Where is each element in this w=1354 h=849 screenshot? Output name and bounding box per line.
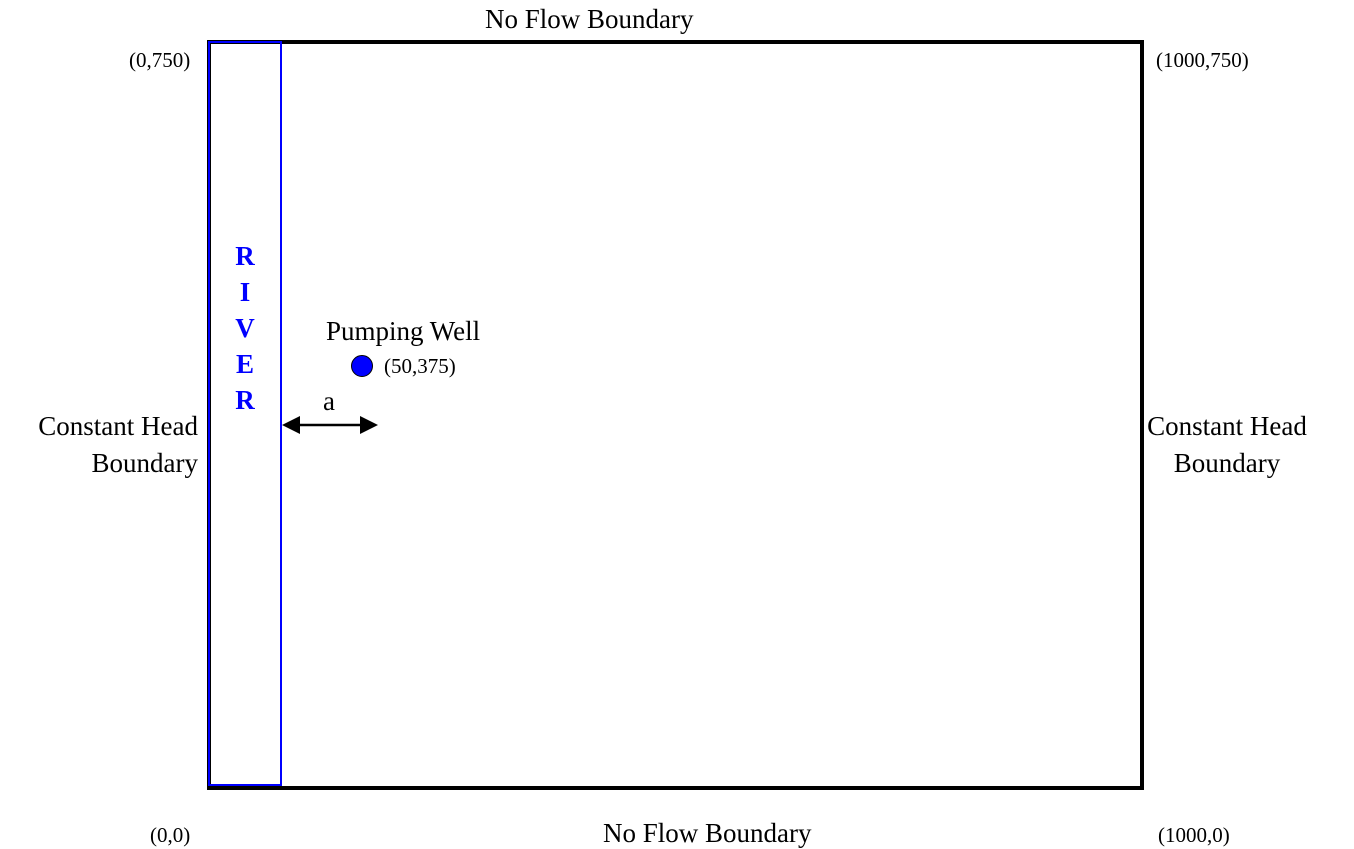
right-boundary-line2: Boundary	[1173, 448, 1281, 478]
top-boundary-label: No Flow Boundary	[485, 4, 694, 34]
river-letter-r: R	[235, 241, 255, 271]
corner-bottom-right: (1000,0)	[1158, 823, 1230, 847]
well-marker-icon	[351, 355, 373, 377]
right-boundary-line1: Constant Head	[1147, 411, 1307, 441]
double-arrow-icon	[282, 416, 378, 434]
left-boundary-line1: Constant Head	[38, 411, 198, 441]
river-letter-i: I	[239, 277, 251, 307]
left-boundary-label: Constant Head Boundary	[8, 413, 198, 477]
river-label: R I V E R	[208, 238, 282, 418]
corner-bottom-left: (0,0)	[150, 823, 191, 847]
well-label: Pumping Well	[326, 316, 481, 346]
bottom-boundary-label: No Flow Boundary	[603, 818, 812, 848]
river-letter-e: E	[235, 349, 254, 379]
corner-top-right: (1000,750)	[1156, 48, 1249, 72]
river-letter-v: V	[235, 313, 255, 343]
corner-top-left: (0,750)	[129, 48, 191, 72]
river-letter-r2: R	[235, 385, 255, 415]
river-strip	[208, 41, 282, 786]
right-boundary-label: Constant Head Boundary	[1146, 413, 1308, 477]
distance-label: a	[323, 386, 335, 416]
left-boundary-line2: Boundary	[91, 448, 198, 478]
well-coords: (50,375)	[384, 354, 456, 378]
